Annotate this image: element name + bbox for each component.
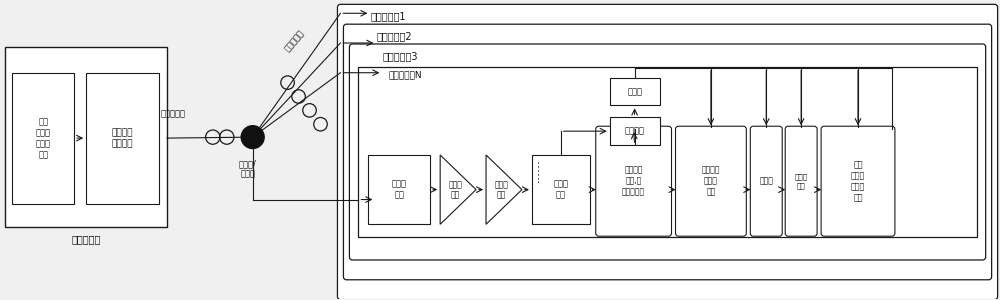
FancyBboxPatch shape <box>596 126 672 236</box>
FancyBboxPatch shape <box>785 126 817 236</box>
Polygon shape <box>440 155 476 224</box>
FancyBboxPatch shape <box>610 78 660 105</box>
Text: 光网络单元2: 光网络单元2 <box>376 31 412 41</box>
Text: 光分路/
合路器: 光分路/ 合路器 <box>239 159 257 178</box>
FancyBboxPatch shape <box>5 47 167 227</box>
Text: 光线路终端: 光线路终端 <box>71 234 101 244</box>
Text: 同步模块: 同步模块 <box>625 127 645 136</box>
Text: 分布式光纤: 分布式光纤 <box>283 28 306 53</box>
Text: 馈线式光纤: 馈线式光纤 <box>160 109 185 118</box>
Text: 模数转
换器: 模数转 换器 <box>553 180 568 200</box>
Text: 光电探
测器: 光电探 测器 <box>392 180 407 200</box>
Text: 线性放
大器: 线性放 大器 <box>494 180 508 199</box>
FancyBboxPatch shape <box>12 73 74 203</box>
Text: 去除循环
前级,串
并变换模块: 去除循环 前级,串 并变换模块 <box>622 166 645 197</box>
Text: 均衡器: 均衡器 <box>759 177 773 186</box>
Text: 光网络单元3: 光网络单元3 <box>382 51 418 61</box>
FancyBboxPatch shape <box>532 155 590 224</box>
Text: 光网络单元1: 光网络单元1 <box>370 11 406 21</box>
Text: 第二
媒体接
入控制
模块: 第二 媒体接 入控制 模块 <box>36 117 51 159</box>
FancyBboxPatch shape <box>337 4 998 300</box>
FancyBboxPatch shape <box>358 67 977 237</box>
FancyBboxPatch shape <box>676 126 746 236</box>
Text: 定时器: 定时器 <box>627 87 642 96</box>
Circle shape <box>241 126 264 148</box>
FancyBboxPatch shape <box>86 73 159 203</box>
Polygon shape <box>486 155 522 224</box>
Text: 第一
媒体接
入控制
模块: 第一 媒体接 入控制 模块 <box>851 160 865 203</box>
Text: 频域均
衡器: 频域均 衡器 <box>795 174 808 189</box>
Text: 跨导放
大器: 跨导放 大器 <box>448 180 462 199</box>
FancyBboxPatch shape <box>349 44 986 260</box>
Text: ......: ...... <box>528 158 541 182</box>
Text: 快速傅里
叶变换
模块: 快速傅里 叶变换 模块 <box>702 166 720 197</box>
FancyBboxPatch shape <box>750 126 782 236</box>
FancyBboxPatch shape <box>368 155 430 224</box>
Text: 下行数据
发射模块: 下行数据 发射模块 <box>112 128 133 148</box>
FancyBboxPatch shape <box>821 126 895 236</box>
FancyBboxPatch shape <box>610 117 660 145</box>
Text: 光网络单元N: 光网络单元N <box>388 71 422 80</box>
FancyBboxPatch shape <box>343 24 992 280</box>
